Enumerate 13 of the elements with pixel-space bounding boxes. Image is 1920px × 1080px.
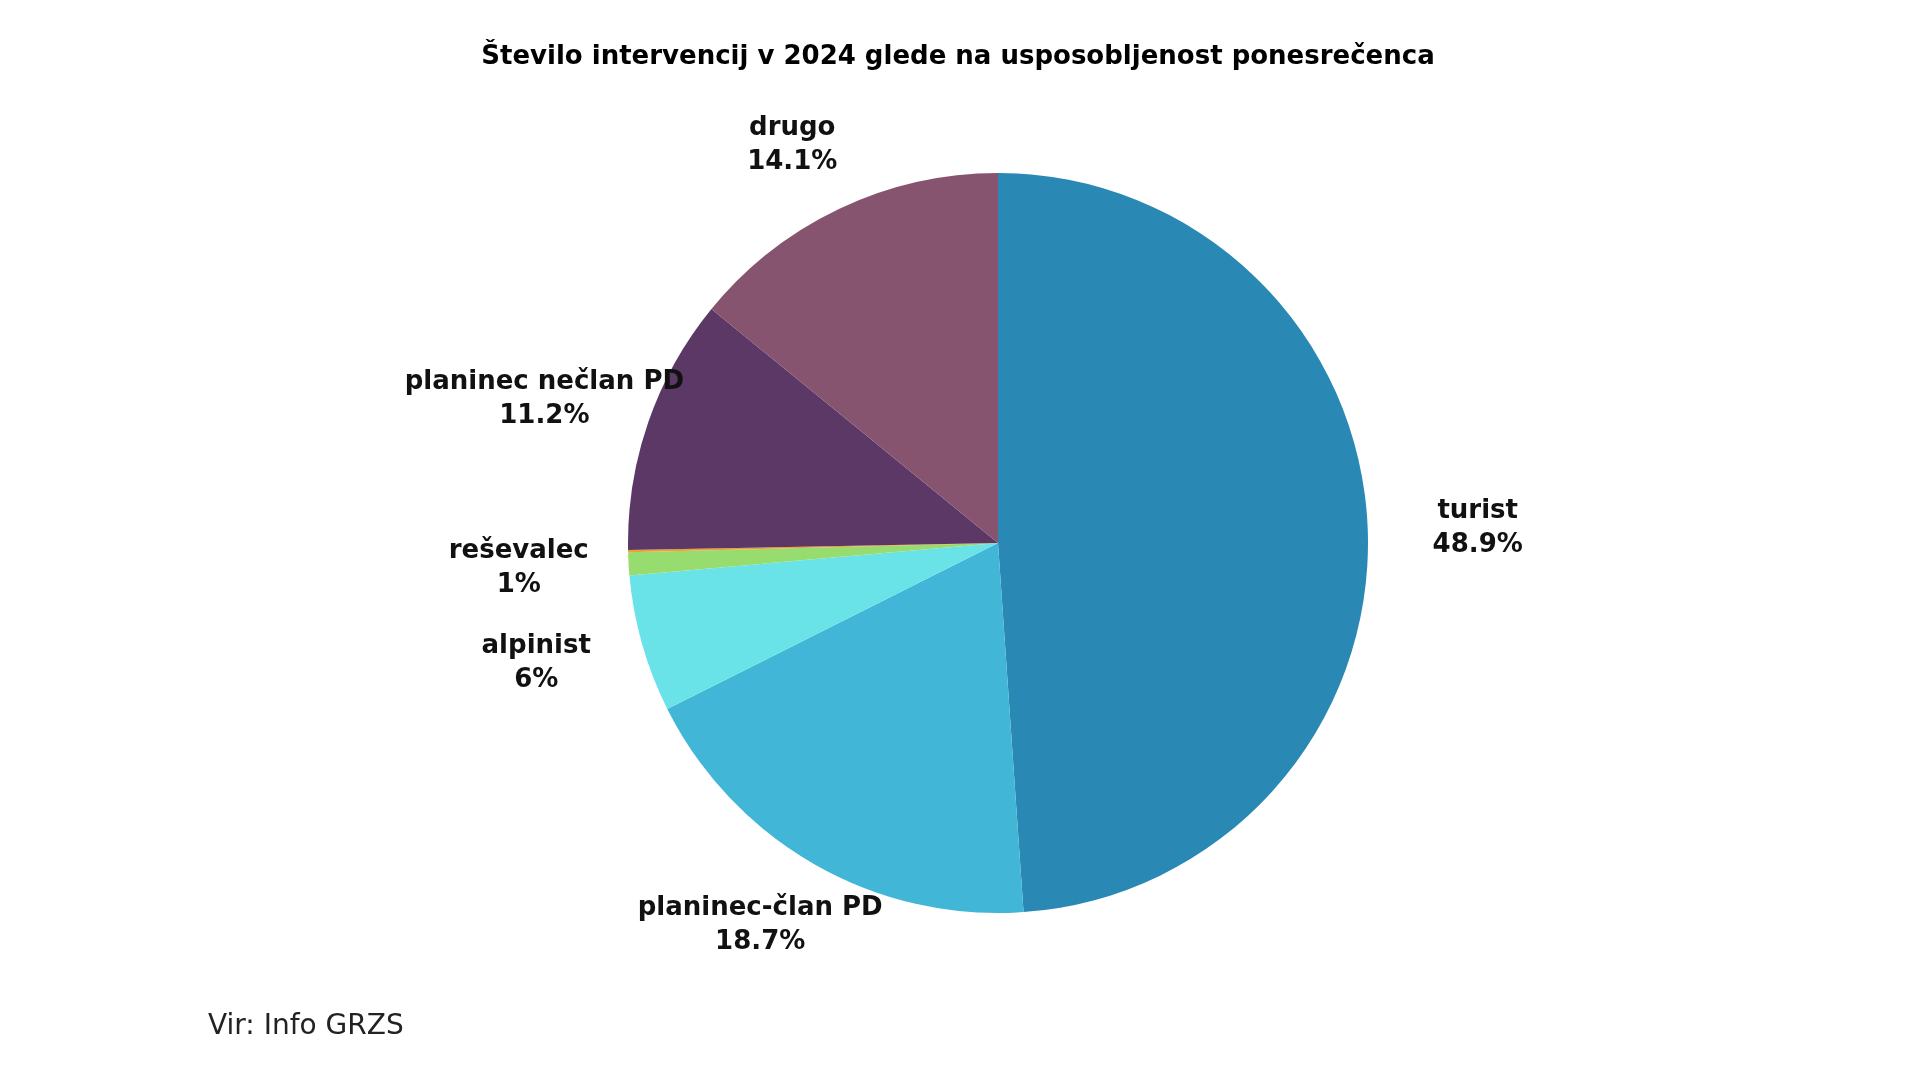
slice-label: turist [1437,493,1518,524]
slice-label: drugo [749,111,836,142]
data-label: 6% [514,662,559,693]
slice-label: planinec-član PD [637,890,883,921]
data-label: 1% [496,567,541,598]
data-label: 48.9% [1432,527,1523,558]
slice-label: alpinist [481,628,591,659]
data-label: 11.2% [499,398,590,429]
data-label: 18.7% [715,924,806,955]
chart-title: Število intervencij v 2024 glede na usposobljenost ponesrečenca [480,40,1436,70]
slice-label: reševalec [448,533,589,564]
text: Vir: Info GRZS [208,1008,404,1041]
data-label: 14.1% [747,145,838,176]
